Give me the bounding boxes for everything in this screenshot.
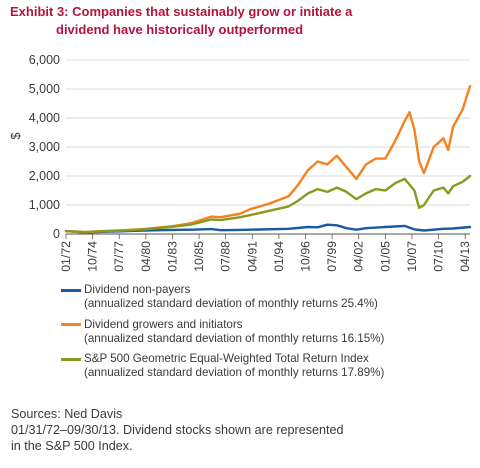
- x-tick-label: 04/13: [458, 241, 472, 272]
- sources-line-1: Sources: Ned Davis: [11, 407, 123, 421]
- legend-item-non-payers: Dividend non-payers (annualized standard…: [61, 283, 476, 312]
- y-axis-label-layer: $: [9, 132, 23, 139]
- chart-title: Exhibit 3: Companies that sustainably gr…: [10, 3, 475, 43]
- x-tick-label: 01/05: [378, 241, 392, 272]
- x-tick-label: 01/94: [272, 241, 286, 272]
- sources-line-3: in the S&P 500 Index.: [11, 439, 133, 453]
- x-tick-label: 07/99: [325, 241, 339, 272]
- x-tick-label: 01/72: [59, 241, 73, 272]
- line-chart: 0 1,000 2,000 3,000 4,000 5,000 6,000 01/72 10/7…: [9, 53, 472, 272]
- x-tick-label: 01/83: [165, 241, 179, 272]
- sources-note: Sources: Ned Davis 01/31/72–09/30/13. Di…: [11, 406, 476, 454]
- x-tick-label: 10/85: [192, 241, 206, 272]
- y-tick-label: 4,000: [29, 111, 60, 125]
- legend-note-sp500: (annualized standard deviation of monthl…: [84, 366, 385, 380]
- grid-layer: [66, 59, 470, 235]
- series-layer: [64, 84, 472, 234]
- y-tick-label: 5,000: [29, 82, 60, 96]
- x-tick-label: 07/88: [219, 241, 233, 272]
- y-tick-label: 3,000: [29, 140, 60, 154]
- x-tick-label: 07/10: [432, 241, 446, 272]
- legend-note-growers: (annualized standard deviation of monthl…: [84, 331, 385, 345]
- legend-item-growers: Dividend growers and initiators (annuali…: [61, 318, 476, 347]
- x-tick-label: 04/02: [352, 241, 366, 272]
- x-tick-label: 04/91: [245, 241, 259, 272]
- x-tick-label: 10/07: [405, 241, 419, 272]
- x-tick-label: 10/96: [298, 241, 312, 272]
- legend-swatch-non-payers: [61, 288, 81, 292]
- y-tick-label: 0: [53, 227, 60, 241]
- x-tick-label: 04/80: [139, 241, 153, 272]
- legend: Dividend non-payers (annualized standard…: [61, 283, 476, 387]
- legend-swatch-sp500: [61, 357, 81, 361]
- legend-label-sp500: S&P 500 Geometric Equal-Weighted Total R…: [84, 352, 369, 366]
- series-line-sp500: [64, 174, 472, 234]
- legend-label-growers: Dividend growers and initiators: [84, 317, 243, 331]
- y-axis-label: $: [9, 132, 23, 139]
- y-tick-label: 1,000: [29, 198, 60, 212]
- x-tick-label: 10/74: [86, 241, 100, 272]
- axis-layer: 0 1,000 2,000 3,000 4,000 5,000 6,000 01/72 10/7…: [29, 53, 472, 272]
- legend-item-sp500: S&P 500 Geometric Equal-Weighted Total R…: [61, 352, 476, 381]
- legend-note-non-payers: (annualized standard deviation of monthl…: [84, 297, 378, 311]
- legend-label-non-payers: Dividend non-payers: [84, 283, 191, 296]
- title-line-2: dividend have historically outperformed: [56, 22, 304, 37]
- title-line-1: Exhibit 3: Companies that sustainably gr…: [10, 4, 353, 19]
- y-tick-label: 2,000: [29, 169, 60, 183]
- sources-line-2: 01/31/72–09/30/13. Dividend stocks shown…: [11, 423, 344, 437]
- y-tick-label: 6,000: [29, 53, 60, 67]
- x-tick-label: 07/77: [112, 241, 126, 272]
- series-line-non-payers: [64, 223, 472, 234]
- legend-swatch-growers: [61, 323, 81, 327]
